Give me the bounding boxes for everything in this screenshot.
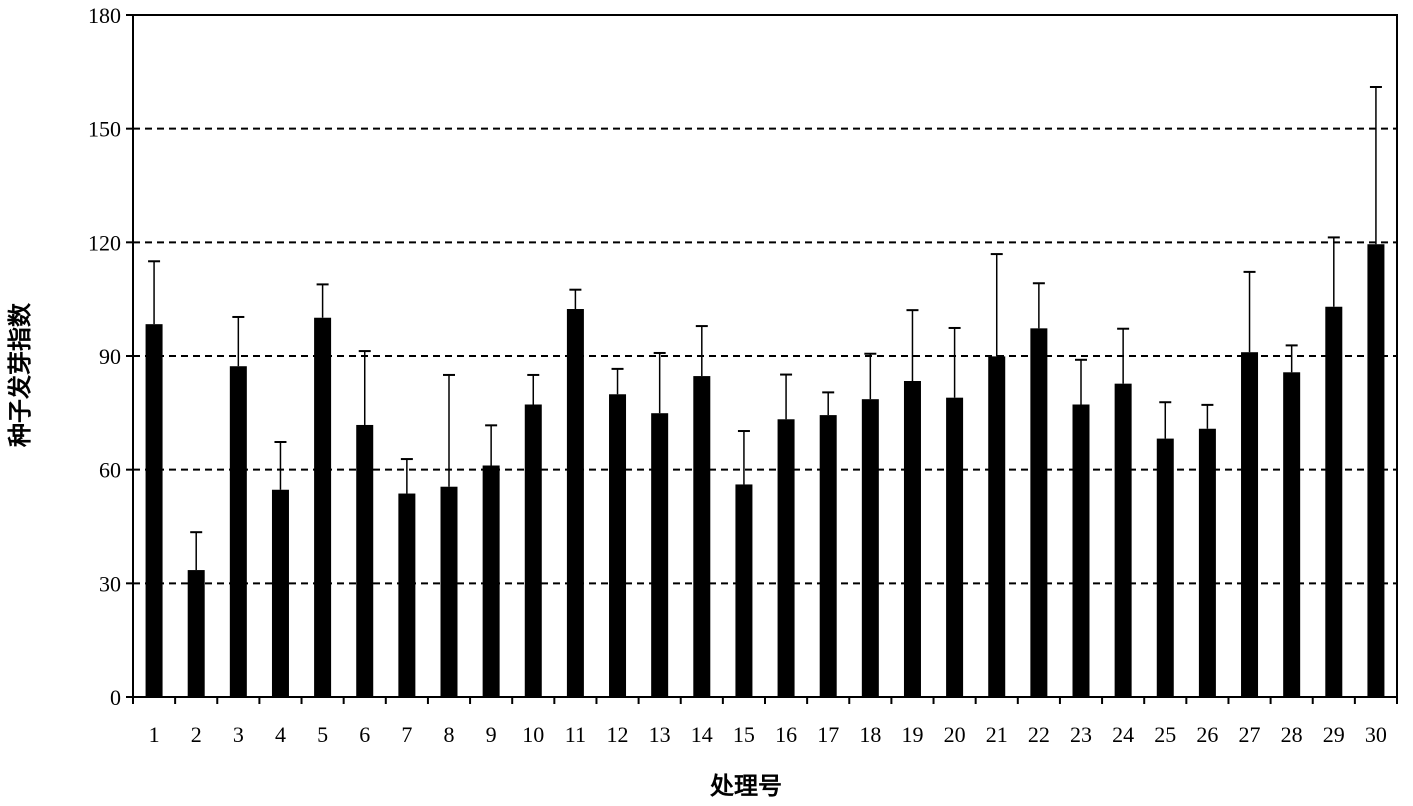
bar	[271, 489, 289, 697]
bar	[988, 356, 1006, 697]
bar	[609, 394, 627, 697]
bar	[903, 381, 921, 697]
bar	[1367, 244, 1385, 697]
x-tick-label: 15	[733, 722, 755, 747]
x-tick-label: 21	[986, 722, 1008, 747]
x-tick-label: 3	[233, 722, 244, 747]
bar	[1198, 428, 1216, 697]
bar	[1283, 372, 1301, 697]
x-tick-label: 25	[1154, 722, 1176, 747]
x-tick-label: 22	[1028, 722, 1050, 747]
x-tick-label: 27	[1239, 722, 1261, 747]
bar	[482, 465, 500, 697]
bar	[356, 424, 374, 697]
bars	[145, 85, 1385, 697]
y-tick-label: 0	[110, 685, 121, 710]
gridlines	[133, 127, 1397, 585]
bar	[1072, 404, 1090, 697]
x-tick-label: 2	[191, 722, 202, 747]
y-tick-label: 150	[88, 117, 121, 142]
x-tick-label: 29	[1323, 722, 1345, 747]
bar	[819, 415, 837, 697]
bar	[145, 324, 163, 697]
bar	[524, 404, 542, 697]
bar	[314, 317, 332, 697]
x-tick-label: 30	[1365, 722, 1387, 747]
x-tick-label: 11	[565, 722, 586, 747]
bar	[440, 486, 458, 697]
x-tick-label: 5	[317, 722, 328, 747]
x-tick-label: 16	[775, 722, 797, 747]
x-tick-label: 18	[859, 722, 881, 747]
bar	[777, 419, 795, 697]
x-tick-label: 7	[401, 722, 412, 747]
axes	[126, 14, 1398, 704]
x-tick-label: 24	[1112, 722, 1134, 747]
y-tick-label: 120	[88, 230, 121, 255]
x-axis-title: 处理号	[709, 772, 782, 800]
x-tick-label: 4	[275, 722, 286, 747]
x-tick-label: 17	[817, 722, 839, 747]
bar	[946, 397, 964, 697]
bar	[398, 493, 416, 697]
x-tick-label: 10	[522, 722, 544, 747]
bar	[1156, 438, 1174, 697]
bar	[651, 413, 669, 697]
y-axis-title: 种子发芽指数	[6, 302, 34, 447]
bar	[566, 309, 584, 697]
bar	[1114, 383, 1132, 697]
bar	[187, 570, 205, 697]
x-tick-label: 13	[649, 722, 671, 747]
x-tick-label: 28	[1281, 722, 1303, 747]
y-tick-label: 180	[88, 3, 121, 28]
bar	[861, 399, 879, 697]
bar	[735, 484, 753, 697]
y-tick-label: 90	[99, 344, 121, 369]
bar	[229, 366, 247, 697]
bar	[1325, 306, 1343, 697]
x-tick-label: 23	[1070, 722, 1092, 747]
y-tick-label: 30	[99, 571, 121, 596]
x-tick-label: 14	[691, 722, 713, 747]
x-tick-label: 20	[944, 722, 966, 747]
x-tick-label: 12	[607, 722, 629, 747]
x-tick-label: 9	[486, 722, 497, 747]
x-tick-label: 1	[149, 722, 160, 747]
bar	[693, 376, 711, 697]
bar	[1030, 328, 1048, 697]
x-tick-label: 26	[1196, 722, 1218, 747]
y-tick-label: 60	[99, 458, 121, 483]
x-tick-label: 19	[901, 722, 923, 747]
x-tick-label: 8	[444, 722, 455, 747]
x-tick-label: 6	[359, 722, 370, 747]
bar	[1241, 352, 1259, 697]
